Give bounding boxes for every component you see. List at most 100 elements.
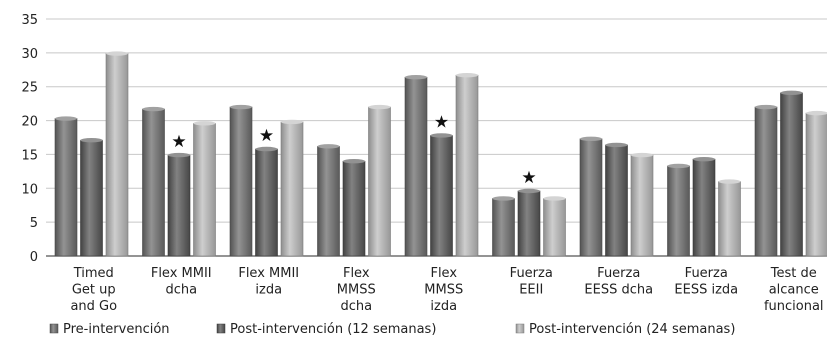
x-tick-label: Flex [343, 266, 370, 281]
bar [543, 198, 566, 257]
bar-top [80, 138, 103, 143]
x-tick-label: Flex MMII [151, 266, 212, 281]
bar [167, 154, 191, 257]
bar-top [142, 106, 165, 112]
legend-label: Post-intervención (12 semanas) [230, 322, 436, 337]
significance-star: ★ [434, 112, 449, 132]
x-tick-label: EESS izda [674, 283, 738, 298]
bar [54, 118, 78, 257]
x-tick-label: Flex MMII [238, 266, 299, 281]
y-tick-label: 5 [30, 216, 38, 231]
bar-top [518, 188, 540, 194]
y-tick-label: 30 [21, 47, 38, 62]
x-tick-label: Test de [770, 266, 817, 281]
bar [142, 108, 165, 257]
x-tick-label: Fuerza [685, 266, 728, 281]
x-tick-label: Fuerza [597, 266, 640, 281]
bar-top [430, 133, 453, 138]
bar [229, 106, 253, 257]
x-tick-label: funcional [764, 299, 824, 314]
bar-top [193, 121, 216, 126]
bar [517, 190, 541, 257]
legend: Pre-intervención Post-intervención (12 se… [49, 322, 735, 337]
bar-top [693, 156, 715, 162]
bar-top [55, 116, 77, 121]
significance-star: ★ [259, 126, 274, 146]
y-tick-label: 35 [21, 13, 38, 28]
bar [667, 165, 690, 257]
x-tick-label: EESS dcha [584, 283, 653, 298]
x-tick-label: Flex [430, 266, 457, 281]
x-tick-label: izda [255, 283, 282, 298]
bar-top [168, 152, 190, 158]
bar [368, 106, 391, 257]
x-tick-label: EEII [519, 283, 543, 298]
bar [105, 53, 129, 257]
bar [430, 135, 453, 257]
bar [404, 76, 428, 257]
bar-top [368, 104, 391, 110]
x-tick-label: alcance [769, 283, 819, 298]
x-tick-label: Timed [73, 266, 114, 281]
legend-label: Pre-intervención [63, 322, 170, 337]
bar-top [281, 119, 303, 125]
bar [280, 121, 304, 257]
bar [780, 92, 803, 257]
bar [605, 144, 628, 257]
bar-top [317, 144, 340, 149]
x-tick-label: Fuerza [510, 266, 553, 281]
bar [718, 181, 741, 257]
bar-top [580, 136, 602, 142]
bar [342, 160, 366, 257]
y-tick-label: 0 [30, 250, 38, 265]
significance-star: ★ [171, 132, 186, 152]
bar [255, 148, 278, 257]
x-tick-label: dcha [340, 299, 372, 314]
bar [317, 146, 340, 257]
bar-top [667, 163, 690, 169]
bar-top [780, 90, 803, 96]
legend-swatch [515, 323, 525, 334]
y-tick-label: 20 [21, 115, 38, 130]
x-tick-label: and Go [70, 299, 117, 314]
y-tick-label: 25 [21, 81, 38, 96]
legend-label: Post-intervención (24 semanas) [529, 322, 735, 337]
bar-top [806, 110, 827, 116]
bar [579, 138, 603, 257]
bar [630, 154, 654, 257]
bar-top [543, 196, 566, 201]
bar-top [230, 104, 252, 110]
x-tick-label: Get up [72, 283, 116, 298]
y-tick-label: 15 [21, 148, 38, 163]
x-tick-label: MMSS [424, 283, 463, 298]
bar-top [343, 159, 365, 164]
bar-top [605, 142, 628, 148]
bar-top [718, 179, 741, 184]
bar-top [631, 152, 653, 158]
bar-top [492, 196, 515, 201]
bar-top [106, 51, 128, 56]
bar-top [755, 104, 777, 110]
bar-top [405, 75, 427, 80]
bar [805, 112, 827, 257]
bar [193, 122, 216, 257]
bar-top [456, 73, 478, 78]
y-tick-label: 10 [21, 182, 38, 197]
x-tick-label: MMSS [337, 283, 376, 298]
bar [754, 106, 778, 257]
bar [455, 74, 479, 257]
legend-swatch [49, 323, 59, 334]
significance-star: ★ [521, 168, 536, 188]
x-tick-label: izda [430, 299, 457, 314]
bar [80, 139, 103, 257]
significance-markers: ★ ★ ★ ★ [171, 112, 536, 188]
x-tick-label: dcha [165, 283, 197, 298]
bar-top [255, 146, 278, 152]
legend-swatch [216, 323, 226, 334]
bar [692, 158, 716, 257]
bars [54, 51, 827, 257]
bar [492, 198, 515, 257]
